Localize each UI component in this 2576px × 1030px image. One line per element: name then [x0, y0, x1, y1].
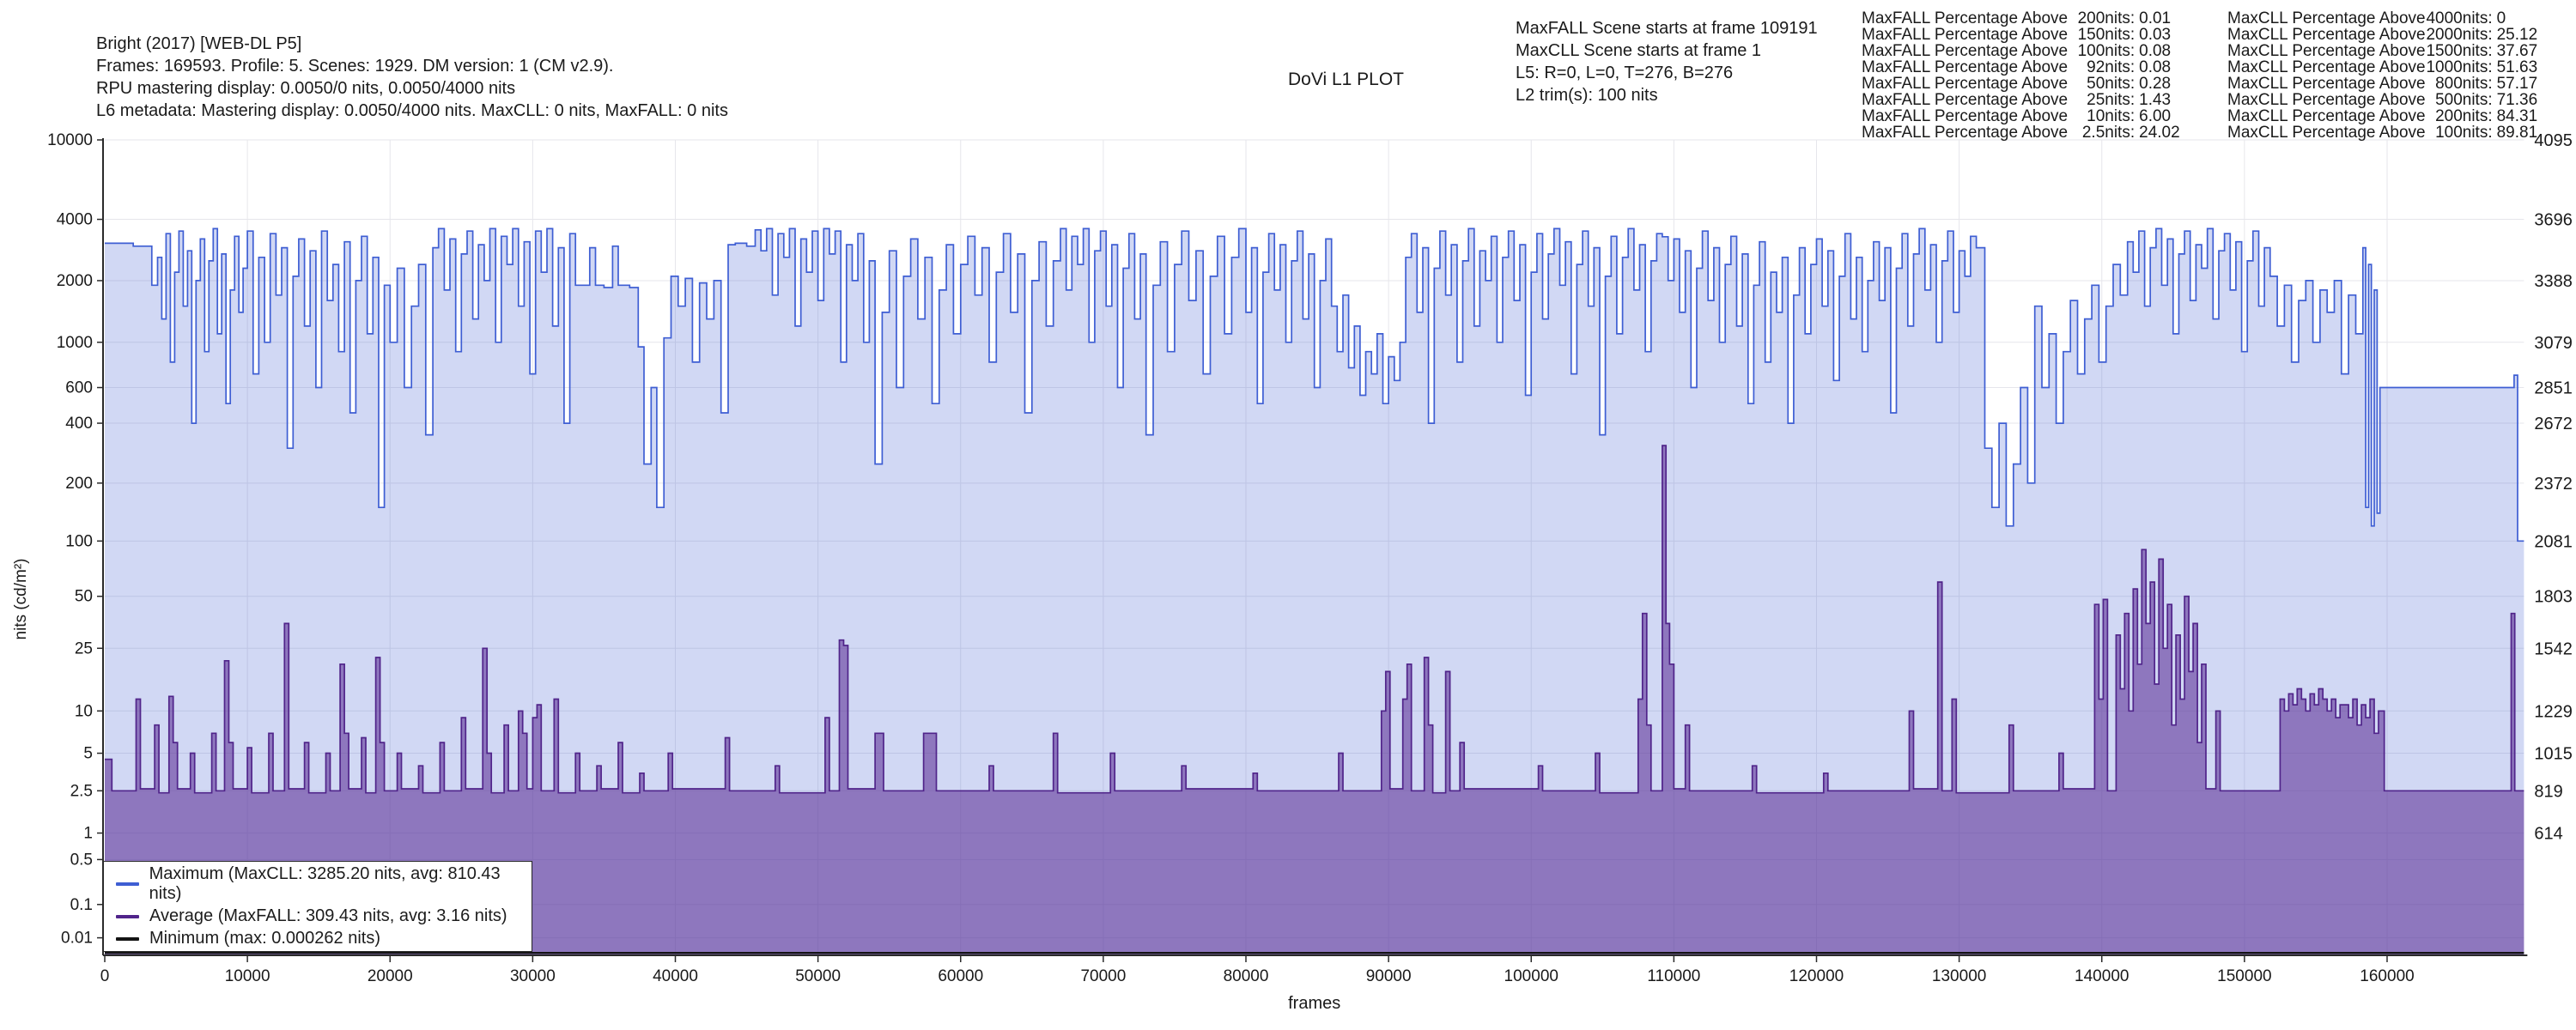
- maximum-area: [105, 228, 2524, 955]
- x-tick-label: 140000: [2075, 967, 2129, 985]
- x-tick-label: 60000: [938, 967, 983, 985]
- x-tick-label: 110000: [1647, 967, 1700, 985]
- percentage-row: MaxCLL Percentage Above 2000nits: 25.12: [2227, 26, 2538, 44]
- percentage-row: MaxFALL Percentage Above 100nits: 0.08: [1862, 42, 2172, 60]
- pq-code-label: 1229: [2534, 702, 2573, 721]
- y-tick-label: 100: [65, 532, 93, 550]
- y-tick-label: 10000: [47, 131, 93, 149]
- legend-item-average: Average (MaxFALL: 309.43 nits, avg: 3.16…: [116, 906, 532, 926]
- x-axis-title: frames: [1288, 994, 1340, 1013]
- minimum-line-swatch: [116, 936, 139, 941]
- y-tick-label: 10: [75, 702, 93, 720]
- average-area: [105, 445, 2524, 955]
- title-line-l6: L6 metadata: Mastering display: 0.0050/4…: [96, 101, 728, 120]
- x-tick-label: 70000: [1080, 967, 1126, 985]
- y-tick-label: 1000: [57, 334, 93, 352]
- percentage-row: MaxCLL Percentage Above 4000nits: 0: [2227, 9, 2506, 27]
- x-tick-label: 0: [100, 967, 110, 985]
- pq-code-label: 614: [2534, 825, 2562, 844]
- percentage-row: MaxFALL Percentage Above 2.5nits: 24.02: [1862, 124, 2180, 142]
- title-line-frames: Frames: 169593. Profile: 5. Scenes: 1929…: [96, 57, 614, 76]
- y-tick-label: 0.1: [70, 896, 93, 914]
- plot-title: DoVi L1 PLOT: [1288, 70, 1405, 89]
- y-axis-title: nits (cd/m²): [12, 559, 30, 640]
- y-tick-label: 400: [65, 415, 93, 433]
- pq-code-label: 2081: [2534, 532, 2573, 551]
- percentage-row: MaxFALL Percentage Above 10nits: 6.00: [1862, 107, 2172, 125]
- x-tick-label: 20000: [368, 967, 413, 985]
- y-tick-label: 4000: [57, 211, 93, 229]
- y-tick-label: 2000: [57, 272, 93, 290]
- l2-trims: L2 trim(s): 100 nits: [1516, 86, 1658, 105]
- x-tick-label: 100000: [1504, 967, 1558, 985]
- legend-item-minimum: Minimum (max: 0.000262 nits): [116, 929, 532, 948]
- average-line: [105, 445, 2524, 794]
- maxfall-percentage-table: MaxFALL Percentage Above 200nits: 0.01 MaxF…: [1862, 10, 2180, 141]
- percentage-row: MaxCLL Percentage Above 200nits: 84.31: [2227, 107, 2538, 125]
- maxcll-scene-start: MaxCLL Scene starts at frame 1: [1516, 41, 1762, 60]
- percentage-row: MaxFALL Percentage Above 200nits: 0.01: [1862, 9, 2172, 27]
- y-tick-label: 2.5: [70, 782, 93, 800]
- maximum-line: [105, 227, 2524, 542]
- x-tick-label: 40000: [653, 967, 698, 985]
- page-title: Bright (2017) [WEB-DL P5]: [96, 34, 302, 53]
- l5-offsets: L5: R=0, L=0, T=276, B=276: [1516, 64, 1734, 82]
- pq-code-label: 3696: [2534, 211, 2573, 230]
- percentage-row: MaxFALL Percentage Above 25nits: 1.43: [1862, 91, 2172, 109]
- pq-code-label: 1015: [2534, 745, 2573, 764]
- y-tick-label: 200: [65, 475, 93, 493]
- legend-item-maximum: Maximum (MaxCLL: 3285.20 nits, avg: 810.…: [116, 864, 532, 904]
- y-tick-label: 25: [75, 639, 93, 657]
- pq-code-label: 1803: [2534, 588, 2573, 607]
- percentage-row: MaxFALL Percentage Above 92nits: 0.08: [1862, 58, 2172, 76]
- legend-average-label: Average (MaxFALL: 309.43 nits, avg: 3.16…: [149, 906, 507, 925]
- x-tick-label: 160000: [2360, 967, 2414, 985]
- maxcll-percentage-table: MaxCLL Percentage Above 4000nits: 0 MaxCLL …: [2227, 10, 2537, 141]
- legend-maximum-label: Maximum (MaxCLL: 3285.20 nits, avg: 810.…: [149, 864, 501, 903]
- percentage-row: MaxCLL Percentage Above 500nits: 71.36: [2227, 91, 2538, 109]
- pq-code-label: 3079: [2534, 334, 2573, 353]
- scene-info-block: MaxFALL Scene starts at frame 109191 MaxC…: [1516, 17, 1818, 106]
- x-tick-label: 90000: [1366, 967, 1412, 985]
- pq-code-label: 2672: [2534, 415, 2573, 433]
- pq-code-label: 3388: [2534, 272, 2573, 291]
- x-tick-label: 30000: [510, 967, 556, 985]
- percentage-row: MaxCLL Percentage Above 100nits: 89.81: [2227, 124, 2538, 142]
- percentage-row: MaxCLL Percentage Above 1500nits: 37.67: [2227, 42, 2538, 60]
- x-tick-label: 10000: [225, 967, 270, 985]
- x-tick-label: 130000: [1932, 967, 1986, 985]
- y-tick-label: 5: [83, 745, 93, 763]
- y-tick-label: 600: [65, 379, 93, 397]
- percentage-row: MaxFALL Percentage Above 50nits: 0.28: [1862, 75, 2172, 93]
- x-tick-label: 120000: [1789, 967, 1844, 985]
- percentage-row: MaxCLL Percentage Above 1000nits: 51.63: [2227, 58, 2538, 76]
- x-tick-label: 150000: [2217, 967, 2271, 985]
- pq-code-label: 2851: [2534, 379, 2573, 398]
- y-tick-label: 50: [75, 588, 93, 606]
- title-block: Bright (2017) [WEB-DL P5] Frames: 169593.…: [96, 33, 728, 122]
- x-tick-label: 50000: [795, 967, 841, 985]
- title-line-rpu: RPU mastering display: 0.0050/0 nits, 0.…: [96, 79, 516, 98]
- legend-minimum-label: Minimum (max: 0.000262 nits): [149, 929, 380, 948]
- maximum-line-swatch: [116, 882, 139, 886]
- pq-code-label: 1542: [2534, 639, 2573, 658]
- pq-code-label: 2372: [2534, 475, 2573, 494]
- x-tick-label: 80000: [1224, 967, 1269, 985]
- chart-legend: Maximum (MaxCLL: 3285.20 nits, avg: 810.…: [103, 861, 532, 952]
- pq-code-label: 819: [2534, 782, 2562, 801]
- y-tick-label: 1: [83, 825, 93, 843]
- average-line-swatch: [116, 914, 139, 918]
- y-tick-label: 0.5: [70, 851, 93, 869]
- maxfall-scene-start: MaxFALL Scene starts at frame 109191: [1516, 19, 1818, 38]
- percentage-row: MaxFALL Percentage Above 150nits: 0.03: [1862, 26, 2172, 44]
- percentage-row: MaxCLL Percentage Above 800nits: 57.17: [2227, 75, 2538, 93]
- pq-code-label: 4095: [2534, 131, 2573, 150]
- y-tick-label: 0.01: [61, 930, 93, 948]
